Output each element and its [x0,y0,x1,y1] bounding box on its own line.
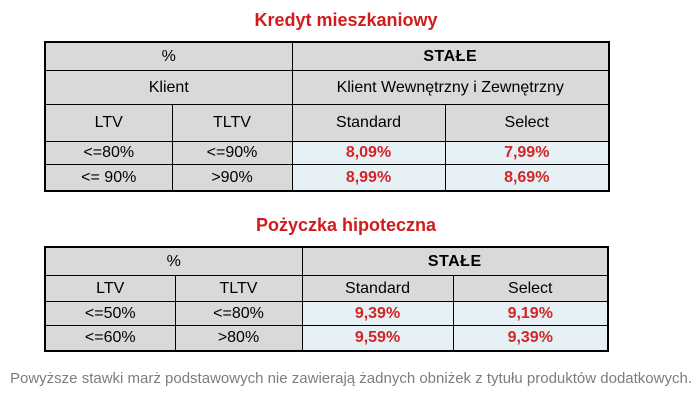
mortgage-loan-title: Kredyt mieszkaniowy [254,10,438,30]
ltv-threshold-cell: <=60% [44,325,176,352]
select-column-header: Select [444,104,610,142]
ltv-threshold-cell: <=80% [44,141,173,165]
percent-header-cell: % [44,41,293,71]
client-header-cell: Klient [44,70,293,105]
table-row: <= 90% >90% 8,99% 8,69% [44,164,610,192]
ltv-threshold-cell: <= 90% [44,164,173,192]
tltv-threshold-cell: >80% [174,325,303,352]
table-row: % STAŁE [44,246,609,276]
table-row: <=50% <=80% 9,39% 9,19% [44,301,609,326]
table-row: LTV TLTV Standard Select [44,104,610,142]
home-equity-loan-title: Pożyczka hipoteczna [255,215,437,235]
tltv-column-header: TLTV [174,275,303,302]
standard-rate-cell: 8,99% [291,164,446,192]
fixed-rate-header-cell: STAŁE [301,246,609,276]
standard-rate-cell: 9,39% [301,301,454,326]
disclaimer-note: Powyższe stawki marż podstawowych nie za… [10,370,692,387]
standard-rate-cell: 9,59% [301,325,454,352]
ltv-column-header: LTV [44,104,173,142]
tltv-threshold-cell: >90% [171,164,293,192]
home-equity-loan-table: % STAŁE LTV TLTV Standard Select <=50% <… [44,246,609,352]
client-scope-header-cell: Klient Wewnętrzny i Zewnętrzny [291,70,610,105]
table-row: <=60% >80% 9,59% 9,39% [44,325,609,352]
percent-header-cell: % [44,246,303,276]
tltv-threshold-cell: <=90% [171,141,293,165]
tltv-column-header: TLTV [171,104,293,142]
select-column-header: Select [452,275,609,302]
ltv-column-header: LTV [44,275,176,302]
mortgage-loan-table: % STAŁE Klient Klient Wewnętrzny i Zewnę… [44,41,610,192]
select-rate-cell: 7,99% [444,141,610,165]
standard-column-header: Standard [301,275,454,302]
select-rate-cell: 9,39% [452,325,609,352]
fixed-rate-header-cell: STAŁE [291,41,610,71]
table-row: Klient Klient Wewnętrzny i Zewnętrzny [44,70,610,105]
select-rate-cell: 8,69% [444,164,610,192]
standard-rate-cell: 8,09% [291,141,446,165]
table-row: <=80% <=90% 8,09% 7,99% [44,141,610,165]
standard-column-header: Standard [291,104,446,142]
tltv-threshold-cell: <=80% [174,301,303,326]
select-rate-cell: 9,19% [452,301,609,326]
ltv-threshold-cell: <=50% [44,301,176,326]
table-row: LTV TLTV Standard Select [44,275,609,302]
table-row: % STAŁE [44,41,610,71]
